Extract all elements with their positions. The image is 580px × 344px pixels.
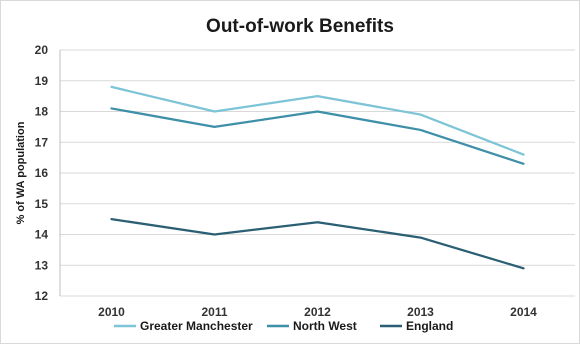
y-tick-label: 15 [35, 197, 49, 211]
y-tick-label: 18 [35, 105, 49, 119]
series-lines [110, 85, 525, 270]
y-tick-label: 19 [35, 74, 49, 88]
legend-label: Greater Manchester [140, 319, 253, 333]
y-tick-label: 16 [35, 166, 49, 180]
series-line-3 [110, 218, 525, 270]
y-axis-ticks: 20 19 18 17 16 15 14 13 12 [35, 43, 49, 303]
y-tick-label: 13 [35, 258, 49, 272]
x-tick-label: 2010 [98, 305, 125, 319]
y-tick-label: 17 [35, 135, 49, 149]
y-axis-label: % of WA population [15, 121, 27, 224]
y-tick-label: 12 [35, 289, 49, 303]
y-tick-label: 20 [35, 43, 49, 57]
x-tick-label: 2012 [304, 305, 331, 319]
x-axis-ticks: 2010 2011 2012 2013 2014 [98, 305, 537, 319]
legend-label: England [406, 319, 453, 333]
legend: Greater Manchester North West England [114, 319, 453, 333]
series-line-1 [110, 85, 525, 156]
y-tick-label: 14 [35, 228, 49, 242]
x-tick-label: 2011 [201, 305, 227, 319]
x-tick-label: 2013 [407, 305, 434, 319]
x-tick-label: 2014 [510, 305, 537, 319]
series-line-2 [110, 107, 525, 165]
legend-label: North West [293, 319, 357, 333]
chart-title: Out-of-work Benefits [206, 16, 394, 37]
gridlines [59, 49, 575, 297]
